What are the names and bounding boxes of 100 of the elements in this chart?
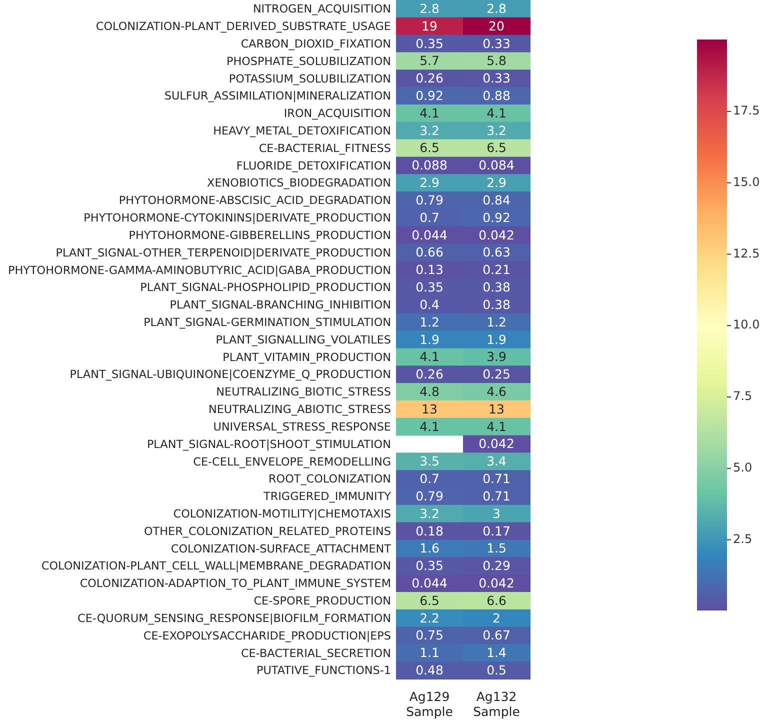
y-tick-label: NEUTRALIZING_BIOTIC_STRESS xyxy=(216,386,391,399)
y-tick-label: PHYTOHORMONE-GAMMA-AMINOBUTYRIC_ACID|GABA_PRODUCTION xyxy=(8,264,391,277)
data-label: 0.75 xyxy=(416,628,444,643)
data-label: 0.21 xyxy=(482,262,510,278)
y-tick-label: UNIVERSAL_STRESS_RESPONSE xyxy=(213,420,391,434)
data-label: 0.17 xyxy=(482,523,510,538)
data-label: 6.6 xyxy=(486,592,506,608)
data-label: 0.92 xyxy=(482,210,510,225)
data-label: 0.044 xyxy=(412,575,448,590)
y-tick-label: PLANT_SIGNAL-UBIQUINONE|COENZYME_Q_PRODUCTION xyxy=(70,368,391,382)
data-label: 0.042 xyxy=(478,436,514,452)
data-label: 0.29 xyxy=(482,558,510,574)
data-label: 0.26 xyxy=(416,70,444,86)
data-label: 1.6 xyxy=(420,540,440,556)
data-label: 3.2 xyxy=(420,506,440,521)
data-label: 0.38 xyxy=(482,296,510,312)
y-tick-label: COLONIZATION-PLANT_CELL_WALL|MEMBRANE_DEGRADATION xyxy=(41,560,391,573)
y-tick-label: PLANT_VITAMIN_PRODUCTION xyxy=(222,350,391,364)
data-label: 0.042 xyxy=(478,575,514,590)
y-tick-label: CE-BACTERIAL_FITNESS xyxy=(258,142,391,155)
y-tick-label: PHYTOHORMONE-GIBBERELLINS_PRODUCTION xyxy=(128,228,391,242)
data-label: 2.9 xyxy=(420,175,440,190)
data-label: 1.2 xyxy=(486,314,506,330)
y-tick-label: PHYTOHORMONE-ABSCISIC_ACID_DEGRADATION xyxy=(118,194,391,208)
data-label: 2.8 xyxy=(486,0,506,16)
data-label: 13 xyxy=(422,401,438,416)
data-label: 0.18 xyxy=(416,523,444,538)
data-label: 0.7 xyxy=(420,471,440,486)
data-label: 6.5 xyxy=(486,140,506,156)
y-tick-label: FLUORIDE_DETOXIFICATION xyxy=(236,159,391,172)
data-label: 5.8 xyxy=(486,53,506,68)
data-label: 0.044 xyxy=(412,227,448,242)
y-tick-label: COLONIZATION-PLANT_DERIVED_SUBSTRATE_USAGE xyxy=(96,20,391,34)
data-label: 0.26 xyxy=(416,366,444,382)
data-label: 0.4 xyxy=(420,296,440,312)
data-label: 0.71 xyxy=(482,488,510,504)
color-bar-label: 12.5 xyxy=(733,246,760,260)
color-bar-label: 15.0 xyxy=(733,174,760,189)
data-label: 0.35 xyxy=(416,558,444,574)
data-label: 4.1 xyxy=(486,418,506,434)
y-tick-label: ROOT_COLONIZATION xyxy=(268,472,391,486)
data-label: 2 xyxy=(492,610,500,626)
data-label: 1.1 xyxy=(420,645,440,660)
data-label: 6.5 xyxy=(420,140,440,156)
y-tick-label: PLANT_SIGNAL-PHOSPHOLIPID_PRODUCTION xyxy=(140,281,391,294)
y-tick-label: CE-QUORUM_SENSING_RESPONSE|BIOFILM_FORMATION xyxy=(78,612,391,625)
data-label: 0.5 xyxy=(486,662,506,678)
data-label: 0.084 xyxy=(478,158,514,173)
data-label: 4.6 xyxy=(486,384,506,399)
y-tick-label: PLANT_SIGNAL-ROOT|SHOOT_STIMULATION xyxy=(146,438,391,451)
y-tick-label: PLANT_SIGNAL-BRANCHING_INHIBITION xyxy=(170,298,391,312)
color-bar-label: 7.5 xyxy=(733,389,752,404)
y-tick-label: SULFUR_ASSIMILATION|MINERALIZATION xyxy=(164,90,391,103)
data-label: 0.042 xyxy=(478,227,514,242)
data-label: 0.66 xyxy=(416,244,444,260)
data-label: 0.35 xyxy=(416,36,444,51)
y-tick-label: CE-SPORE_PRODUCTION xyxy=(254,594,391,608)
data-label: 2.9 xyxy=(486,175,506,190)
y-tick-label: CE-BACTERIAL_SECRETION xyxy=(240,646,391,660)
color-bar-label: 10.0 xyxy=(733,318,760,332)
y-tick-label: CE-CELL_ENVELOPE_REMODELLING xyxy=(193,455,391,468)
y-tick-label: NITROGEN_ACQUISITION xyxy=(252,2,391,16)
color-bar-label: 2.5 xyxy=(733,532,752,546)
y-tick-label: PLANT_SIGNAL-OTHER_TERPENOID|DERIVATE_PRODUCTION xyxy=(56,246,391,260)
data-label: 0.7 xyxy=(420,210,440,225)
data-label: 3 xyxy=(492,506,500,521)
data-label: 4.1 xyxy=(420,349,440,364)
data-label: 3.9 xyxy=(486,349,506,364)
data-label: 20 xyxy=(488,18,504,34)
data-label: 3.5 xyxy=(420,454,440,469)
y-tick-label: PHOSPHATE_SOLUBILIZATION xyxy=(226,54,391,68)
y-tick-label: PUTATIVE_FUNCTIONS-1 xyxy=(256,664,391,678)
color-bar-label: 5.0 xyxy=(733,460,752,475)
data-label: 2.8 xyxy=(420,0,440,16)
data-label: 4.1 xyxy=(420,105,440,120)
data-label: 0.13 xyxy=(416,262,444,278)
data-label: 1.9 xyxy=(420,332,440,347)
y-tick-label: POTASSIUM_SOLUBILIZATION xyxy=(228,72,391,86)
data-label: 0.63 xyxy=(482,244,510,260)
y-tick-label: TRIGGERED_IMMUNITY xyxy=(262,490,392,504)
data-label: 3.2 xyxy=(420,122,440,138)
data-label: 0.79 xyxy=(416,192,444,208)
y-tick-label: PHYTOHORMONE-CYTOKININS|DERIVATE_PRODUCTION xyxy=(84,212,391,225)
data-label: 1.5 xyxy=(486,540,506,556)
data-label: 6.5 xyxy=(420,592,440,608)
y-tick-label: XENOBIOTICS_BIODEGRADATION xyxy=(207,176,391,190)
y-tick-label: HEAVY_METAL_DETOXIFICATION xyxy=(213,124,391,138)
y-tick-label: CARBON_DIOXID_FIXATION xyxy=(240,37,391,50)
y-tick-label: OTHER_COLONIZATION_RELATED_PROTEINS xyxy=(144,524,391,538)
data-label: 5.7 xyxy=(420,53,440,68)
x-tick-label: Ag132 Sample xyxy=(473,688,520,719)
data-label: 0.33 xyxy=(482,70,510,86)
data-label: 2.2 xyxy=(420,610,440,626)
data-label: 0.088 xyxy=(412,158,448,173)
data-label: 1.9 xyxy=(486,332,506,347)
color-bar-label: 17.5 xyxy=(733,104,760,118)
y-tick-label: PLANT_SIGNALLING_VOLATILES xyxy=(216,333,391,346)
data-label: 3.2 xyxy=(486,122,506,138)
data-label: 13 xyxy=(488,401,504,416)
x-tick-label: Ag129 Sample xyxy=(406,688,454,719)
